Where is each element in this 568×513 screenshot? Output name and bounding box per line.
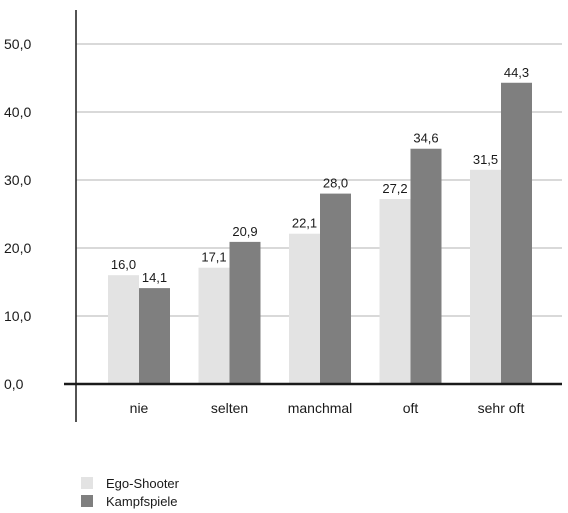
- bar-ego-shooter: [470, 169, 501, 384]
- x-category-label: nie: [130, 400, 149, 416]
- legend-swatch: [81, 495, 93, 507]
- data-label: 44,3: [504, 65, 529, 80]
- y-axis-tick-labels: 0,0 10,0 20,0 30,0 40,0 50,0: [4, 36, 31, 392]
- bar-kampfspiele: [501, 82, 532, 384]
- data-label: 16,0: [111, 257, 136, 272]
- legend: Ego-Shooter Kampfspiele: [81, 476, 180, 509]
- y-tick-label: 20,0: [4, 240, 31, 256]
- data-label: 28,0: [323, 176, 348, 191]
- legend-label: Ego-Shooter: [106, 476, 180, 491]
- y-tick-label: 30,0: [4, 172, 31, 188]
- axes: [64, 10, 562, 422]
- data-label: 20,9: [232, 224, 257, 239]
- bars: [108, 82, 532, 384]
- x-category-label: sehr oft: [478, 400, 525, 416]
- data-label: 34,6: [413, 131, 438, 146]
- legend-label: Kampfspiele: [106, 494, 178, 509]
- data-label: 27,2: [382, 181, 407, 196]
- bar-kampfspiele: [410, 148, 442, 384]
- data-label: 14,1: [142, 270, 167, 285]
- bar-ego-shooter: [108, 275, 139, 384]
- bar-kampfspiele: [229, 241, 261, 384]
- y-tick-label: 50,0: [4, 36, 31, 52]
- legend-swatch: [81, 477, 93, 489]
- x-category-label: manchmal: [288, 400, 353, 416]
- data-label: 17,1: [201, 250, 226, 265]
- y-tick-label: 40,0: [4, 104, 31, 120]
- data-label: 31,5: [473, 152, 498, 167]
- y-tick-label: 10,0: [4, 308, 31, 324]
- y-tick-label: 0,0: [4, 376, 24, 392]
- bar-kampfspiele: [320, 193, 351, 384]
- bar-kampfspiele: [139, 288, 170, 384]
- bar-ego-shooter: [198, 267, 230, 384]
- x-category-label: selten: [211, 400, 248, 416]
- data-label: 22,1: [292, 216, 317, 231]
- bar-ego-shooter: [289, 233, 320, 384]
- x-axis-category-labels: nie selten manchmal oft sehr oft: [130, 400, 525, 416]
- bar-ego-shooter: [379, 199, 411, 384]
- x-category-label: oft: [403, 400, 419, 416]
- data-labels: 16,0 14,1 17,1 20,9 22,1 28,0 27,2 34,6 31,5 44,3: [111, 65, 529, 285]
